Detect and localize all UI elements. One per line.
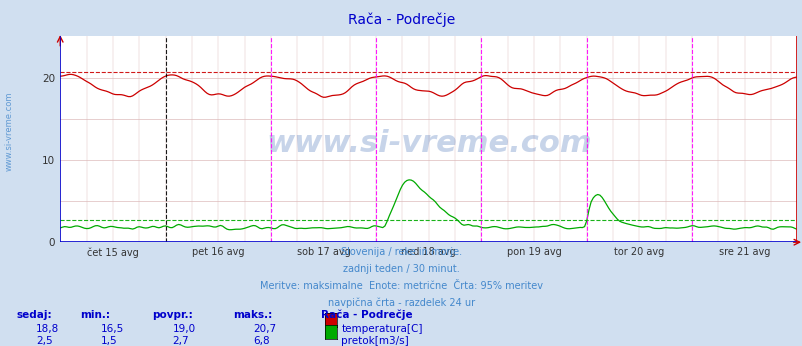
Text: 18,8: 18,8 — [36, 324, 59, 334]
Text: sedaj:: sedaj: — [16, 310, 51, 320]
Text: temperatura[C]: temperatura[C] — [341, 324, 422, 334]
Text: zadnji teden / 30 minut.: zadnji teden / 30 minut. — [342, 264, 460, 274]
Text: www.si-vreme.com: www.si-vreme.com — [265, 129, 591, 158]
Text: Rača - Podrečje: Rača - Podrečje — [321, 310, 412, 320]
Text: pretok[m3/s]: pretok[m3/s] — [341, 336, 408, 346]
Text: www.si-vreme.com: www.si-vreme.com — [5, 92, 14, 171]
Text: 1,5: 1,5 — [100, 336, 117, 346]
Text: 2,5: 2,5 — [36, 336, 53, 346]
Text: povpr.:: povpr.: — [152, 310, 193, 320]
Text: 20,7: 20,7 — [253, 324, 276, 334]
Text: Slovenija / reke in morje.: Slovenija / reke in morje. — [341, 247, 461, 257]
Text: 16,5: 16,5 — [100, 324, 124, 334]
Text: Rača - Podrečje: Rača - Podrečje — [347, 12, 455, 27]
Text: 6,8: 6,8 — [253, 336, 269, 346]
Text: navpična črta - razdelek 24 ur: navpična črta - razdelek 24 ur — [327, 297, 475, 308]
Text: 19,0: 19,0 — [172, 324, 196, 334]
Text: min.:: min.: — [80, 310, 110, 320]
Text: Meritve: maksimalne  Enote: metrične  Črta: 95% meritev: Meritve: maksimalne Enote: metrične Črta… — [260, 281, 542, 291]
Text: maks.:: maks.: — [233, 310, 272, 320]
Text: 2,7: 2,7 — [172, 336, 189, 346]
